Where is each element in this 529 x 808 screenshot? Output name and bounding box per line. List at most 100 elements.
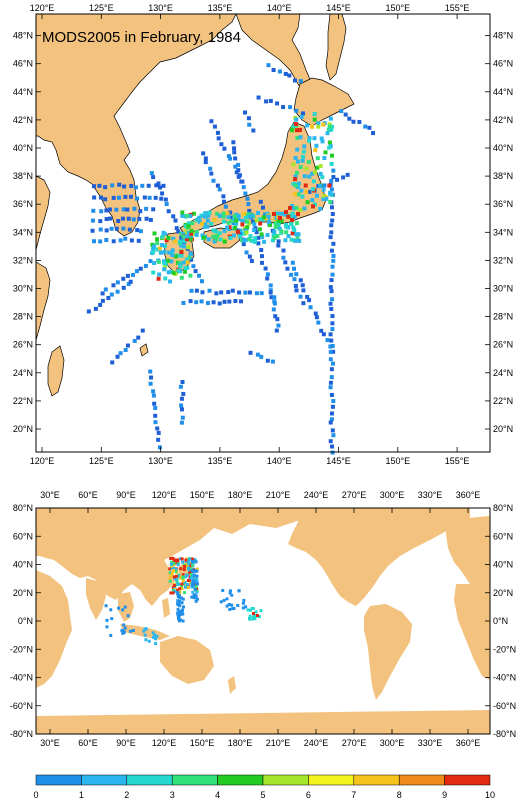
obs-cell <box>132 338 137 343</box>
obs-cell <box>326 127 331 132</box>
obs-cell <box>90 228 95 233</box>
obs-cell <box>151 631 155 635</box>
obs-cell <box>318 171 323 176</box>
obs-cell <box>190 569 194 573</box>
obs-cell <box>248 614 252 618</box>
obs-cell <box>327 122 332 127</box>
obs-cell <box>177 574 181 578</box>
obs-cell <box>166 209 171 214</box>
top-y-tick-label-right: 34°N <box>493 227 513 237</box>
obs-cell <box>228 591 232 595</box>
obs-cell <box>86 309 91 314</box>
obs-cell <box>294 170 299 175</box>
obs-cell <box>151 247 156 252</box>
obs-cell <box>187 557 191 561</box>
obs-cell <box>297 238 302 243</box>
colorbar-label: 6 <box>306 790 311 800</box>
obs-cell <box>185 564 189 568</box>
obs-cell <box>241 242 246 247</box>
obs-cell <box>223 204 228 209</box>
bottom-x-tick-label-top: 300°E <box>380 490 405 500</box>
obs-cell <box>174 226 179 231</box>
obs-cell <box>261 215 266 220</box>
obs-cell <box>168 567 172 571</box>
obs-cell <box>110 360 115 365</box>
obs-cell <box>191 576 195 580</box>
obs-cell <box>92 195 97 200</box>
obs-cell <box>260 217 265 222</box>
obs-cell <box>136 238 141 243</box>
obs-cell <box>304 166 309 171</box>
obs-cell <box>242 598 246 602</box>
obs-cell <box>182 582 186 586</box>
obs-cell <box>330 444 335 449</box>
obs-cell <box>284 230 289 235</box>
obs-cell <box>195 567 199 571</box>
bottom-y-tick-label-left: 60°N <box>13 531 33 541</box>
obs-cell <box>329 161 334 166</box>
obs-cell <box>243 290 248 295</box>
obs-cell <box>211 178 216 183</box>
obs-cell <box>120 216 125 221</box>
obs-cell <box>314 193 319 198</box>
obs-cell <box>329 248 334 253</box>
obs-cell <box>253 239 258 244</box>
obs-cell <box>211 300 216 305</box>
obs-cell <box>177 617 181 621</box>
obs-cell <box>161 230 166 235</box>
obs-cell <box>129 238 134 243</box>
obs-cell <box>266 214 271 219</box>
obs-cell <box>239 299 244 304</box>
obs-cell <box>329 278 334 283</box>
top-x-tick-label-top: 120°E <box>30 3 55 13</box>
obs-cell <box>188 299 193 304</box>
obs-cell <box>233 164 238 169</box>
obs-cell <box>208 166 213 171</box>
obs-cell <box>345 172 350 177</box>
obs-cell <box>100 291 105 296</box>
obs-cell <box>154 637 158 641</box>
obs-cell <box>295 159 300 164</box>
obs-cell <box>181 619 185 623</box>
top-x-tick-label-top: 140°E <box>267 3 292 13</box>
obs-cell <box>290 218 294 222</box>
obs-cell <box>177 611 181 615</box>
obs-cell <box>228 235 233 240</box>
obs-cell <box>244 228 249 233</box>
obs-cell <box>185 260 190 265</box>
obs-cell <box>265 276 270 281</box>
obs-cell <box>203 222 208 227</box>
obs-cell <box>182 239 187 244</box>
bottom-y-tick-label-right: -60°N <box>493 701 516 711</box>
obs-cell <box>267 220 272 225</box>
obs-cell <box>298 294 303 299</box>
obs-cell <box>328 349 333 354</box>
obs-cell <box>191 211 196 216</box>
top-map-x-ticks-top: 120°E 125°E 130°E 135°E 140°E 145°E 150°E 155°E <box>30 3 469 19</box>
top-x-tick-label-bottom: 140°E <box>267 456 292 466</box>
obs-cell <box>236 213 241 218</box>
obs-cell <box>174 574 178 578</box>
obs-cell <box>186 245 191 250</box>
obs-cell <box>324 196 329 201</box>
obs-cell <box>118 351 123 356</box>
obs-cell <box>205 218 210 223</box>
obs-cell <box>301 301 306 306</box>
top-y-tick-label-left: 28°N <box>13 312 33 322</box>
bottom-y-tick-label-right: 0°N <box>493 616 508 626</box>
obs-cell <box>177 610 181 614</box>
obs-cell <box>183 266 188 271</box>
obs-cell <box>273 220 278 225</box>
obs-cell <box>314 315 319 320</box>
obs-cell <box>181 391 186 396</box>
obs-cell <box>331 241 336 246</box>
obs-cell <box>276 243 281 248</box>
obs-cell <box>97 183 102 188</box>
obs-cell <box>169 560 173 564</box>
obs-cell <box>138 209 143 214</box>
obs-cell <box>290 231 295 236</box>
obs-cell <box>298 128 302 132</box>
obs-cell <box>126 216 131 221</box>
bottom-x-tick-label-top: 210°E <box>266 490 291 500</box>
obs-cell <box>131 628 135 632</box>
